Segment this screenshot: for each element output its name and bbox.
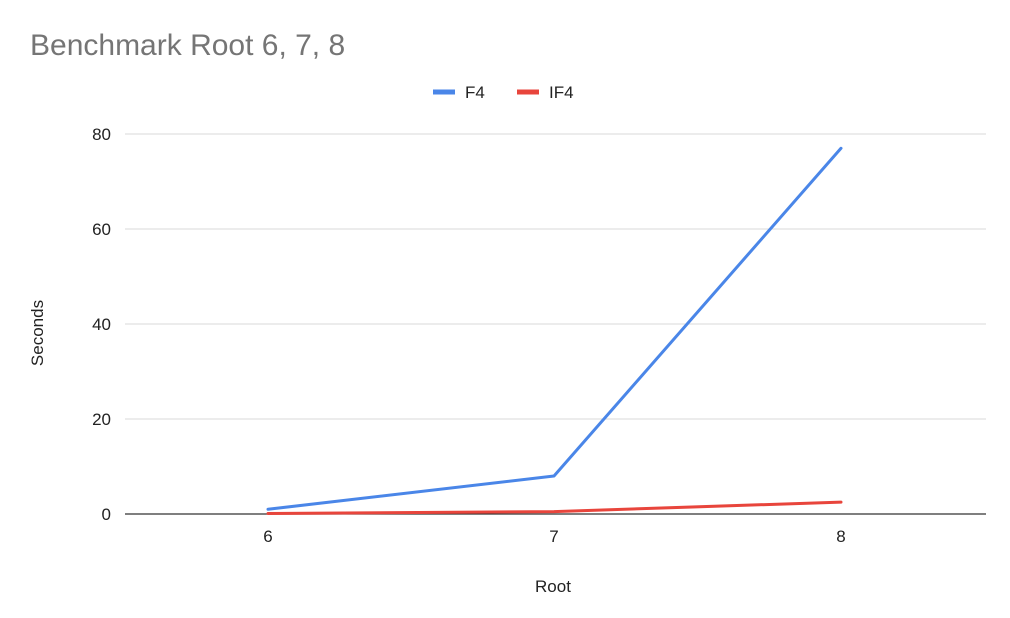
y-tick-label: 0 xyxy=(102,505,111,524)
legend-label-if4: IF4 xyxy=(549,83,574,102)
series-line-if4 xyxy=(266,500,843,515)
gridlines xyxy=(125,133,986,515)
x-tick-label: 8 xyxy=(836,527,845,546)
series-line-f4 xyxy=(266,146,843,511)
legend-label-f4: F4 xyxy=(465,83,485,102)
y-tick-label: 20 xyxy=(92,410,111,429)
y-axis-title: Seconds xyxy=(28,300,47,366)
x-tick-label: 6 xyxy=(263,527,272,546)
y-tick-label: 80 xyxy=(92,125,111,144)
series-lines xyxy=(266,146,843,515)
x-tick-label: 7 xyxy=(549,527,558,546)
y-tick-label: 60 xyxy=(92,220,111,239)
y-tick-label: 40 xyxy=(92,315,111,334)
chart-title: Benchmark Root 6, 7, 8 xyxy=(30,29,345,62)
legend: F4 IF4 xyxy=(433,83,574,102)
x-axis-title: Root xyxy=(535,577,571,596)
y-axis-ticks: 0 20 40 60 80 xyxy=(92,125,111,524)
x-axis-ticks: 6 7 8 xyxy=(263,527,845,546)
